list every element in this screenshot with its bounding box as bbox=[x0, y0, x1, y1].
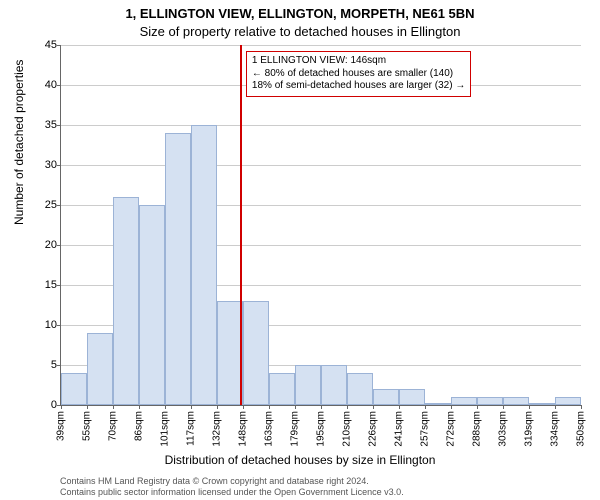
x-tick-label: 101sqm bbox=[160, 411, 171, 447]
y-tick-mark bbox=[57, 285, 61, 286]
histogram-bar bbox=[555, 397, 581, 405]
x-tick-mark bbox=[217, 405, 218, 409]
x-tick-mark bbox=[191, 405, 192, 409]
histogram-bar bbox=[373, 389, 399, 405]
histogram-bar bbox=[477, 397, 503, 405]
annotation-line2: ← 80% of detached houses are smaller (14… bbox=[252, 68, 465, 81]
x-tick-mark bbox=[399, 405, 400, 409]
chart-title-address: 1, ELLINGTON VIEW, ELLINGTON, MORPETH, N… bbox=[0, 6, 600, 21]
x-tick-label: 288sqm bbox=[472, 411, 483, 447]
x-tick-label: 257sqm bbox=[420, 411, 431, 447]
y-tick-label: 20 bbox=[31, 239, 57, 251]
x-tick-label: 39sqm bbox=[56, 411, 67, 441]
x-tick-mark bbox=[347, 405, 348, 409]
y-tick-mark bbox=[57, 125, 61, 126]
y-tick-mark bbox=[57, 245, 61, 246]
gridline bbox=[61, 165, 581, 166]
x-tick-label: 241sqm bbox=[394, 411, 405, 447]
x-tick-label: 132sqm bbox=[212, 411, 223, 447]
histogram-bar bbox=[425, 403, 451, 405]
y-tick-label: 5 bbox=[31, 359, 57, 371]
x-tick-label: 195sqm bbox=[316, 411, 327, 447]
y-tick-mark bbox=[57, 325, 61, 326]
histogram-bar bbox=[191, 125, 217, 405]
y-tick-label: 45 bbox=[31, 39, 57, 51]
x-tick-mark bbox=[581, 405, 582, 409]
x-tick-mark bbox=[529, 405, 530, 409]
chart-title-subtitle: Size of property relative to detached ho… bbox=[0, 24, 600, 39]
histogram-bar bbox=[321, 365, 347, 405]
x-tick-mark bbox=[139, 405, 140, 409]
histogram-bar bbox=[243, 301, 269, 405]
histogram-bar bbox=[113, 197, 139, 405]
attribution-line1: Contains HM Land Registry data © Crown c… bbox=[60, 476, 404, 487]
x-tick-mark bbox=[425, 405, 426, 409]
y-tick-label: 25 bbox=[31, 199, 57, 211]
histogram-bar bbox=[139, 205, 165, 405]
x-tick-label: 210sqm bbox=[342, 411, 353, 447]
plot-area: 05101520253035404539sqm55sqm70sqm86sqm10… bbox=[60, 45, 581, 406]
reference-line bbox=[240, 45, 242, 405]
gridline bbox=[61, 125, 581, 126]
x-tick-label: 319sqm bbox=[524, 411, 535, 447]
x-tick-mark bbox=[243, 405, 244, 409]
y-tick-mark bbox=[57, 85, 61, 86]
attribution-text: Contains HM Land Registry data © Crown c… bbox=[60, 476, 404, 498]
x-tick-label: 226sqm bbox=[368, 411, 379, 447]
x-tick-label: 303sqm bbox=[498, 411, 509, 447]
y-tick-label: 30 bbox=[31, 159, 57, 171]
x-tick-mark bbox=[269, 405, 270, 409]
y-tick-label: 15 bbox=[31, 279, 57, 291]
x-tick-label: 70sqm bbox=[108, 411, 119, 441]
histogram-bar bbox=[61, 373, 87, 405]
x-tick-label: 350sqm bbox=[576, 411, 587, 447]
y-tick-mark bbox=[57, 365, 61, 366]
attribution-line2: Contains public sector information licen… bbox=[60, 487, 404, 498]
y-tick-label: 0 bbox=[31, 399, 57, 411]
x-tick-mark bbox=[295, 405, 296, 409]
y-tick-label: 35 bbox=[31, 119, 57, 131]
x-tick-label: 55sqm bbox=[82, 411, 93, 441]
y-axis-label: Number of detached properties bbox=[12, 60, 26, 225]
x-tick-mark bbox=[321, 405, 322, 409]
x-tick-mark bbox=[451, 405, 452, 409]
histogram-bar bbox=[269, 373, 295, 405]
y-tick-mark bbox=[57, 45, 61, 46]
x-tick-mark bbox=[373, 405, 374, 409]
x-tick-label: 272sqm bbox=[446, 411, 457, 447]
y-tick-mark bbox=[57, 205, 61, 206]
x-tick-label: 334sqm bbox=[550, 411, 561, 447]
x-tick-mark bbox=[87, 405, 88, 409]
x-tick-mark bbox=[477, 405, 478, 409]
x-tick-mark bbox=[555, 405, 556, 409]
histogram-bar bbox=[451, 397, 477, 405]
y-tick-mark bbox=[57, 165, 61, 166]
gridline bbox=[61, 45, 581, 46]
y-tick-label: 10 bbox=[31, 319, 57, 331]
chart-container: 1, ELLINGTON VIEW, ELLINGTON, MORPETH, N… bbox=[0, 0, 600, 500]
x-tick-label: 86sqm bbox=[134, 411, 145, 441]
annotation-line1: 1 ELLINGTON VIEW: 146sqm bbox=[252, 55, 465, 68]
y-tick-label: 40 bbox=[31, 79, 57, 91]
x-tick-label: 117sqm bbox=[186, 411, 197, 446]
histogram-bar bbox=[503, 397, 529, 405]
annotation-box: 1 ELLINGTON VIEW: 146sqm← 80% of detache… bbox=[246, 51, 471, 97]
x-axis-label: Distribution of detached houses by size … bbox=[0, 453, 600, 467]
x-tick-label: 163sqm bbox=[264, 411, 275, 447]
histogram-bar bbox=[165, 133, 191, 405]
x-tick-mark bbox=[61, 405, 62, 409]
x-tick-label: 179sqm bbox=[290, 411, 301, 447]
x-tick-mark bbox=[113, 405, 114, 409]
histogram-bar bbox=[399, 389, 425, 405]
x-tick-mark bbox=[165, 405, 166, 409]
x-tick-mark bbox=[503, 405, 504, 409]
x-tick-label: 148sqm bbox=[238, 411, 249, 447]
histogram-bar bbox=[295, 365, 321, 405]
histogram-bar bbox=[347, 373, 373, 405]
histogram-bar bbox=[87, 333, 113, 405]
annotation-line3: 18% of semi-detached houses are larger (… bbox=[252, 80, 465, 93]
histogram-bar bbox=[529, 403, 555, 405]
